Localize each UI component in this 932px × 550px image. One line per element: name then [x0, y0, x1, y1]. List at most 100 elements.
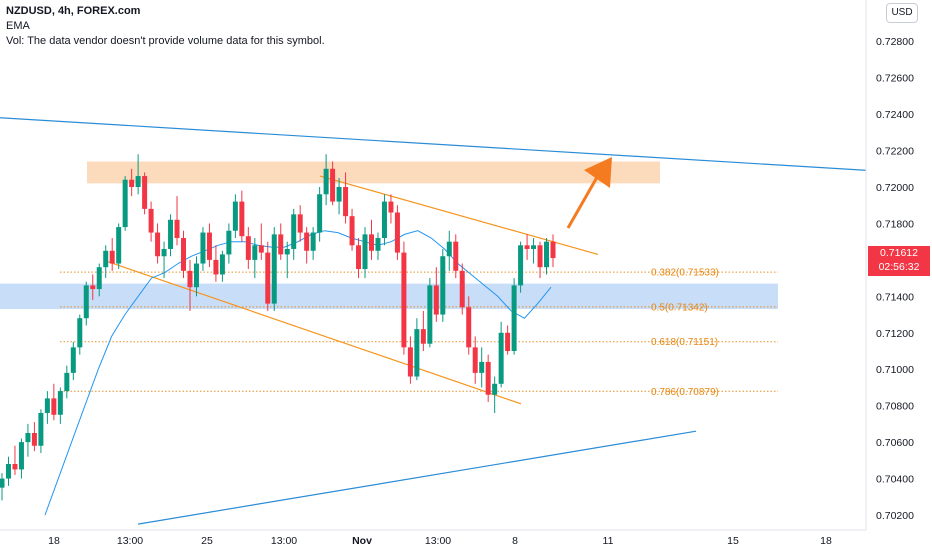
candle-body	[297, 214, 303, 233]
candle-body	[524, 245, 530, 249]
price-axis-tick: 0.70200	[876, 510, 914, 522]
candle-body	[278, 234, 284, 255]
time-axis-tick: 18	[820, 535, 832, 547]
price-axis-tick: 0.72400	[876, 109, 914, 121]
price-axis-tick: 0.71000	[876, 364, 914, 376]
candle-body	[161, 248, 167, 257]
candle-body	[109, 250, 115, 264]
price-axis-tick: 0.71800	[876, 218, 914, 230]
candle-body	[440, 256, 446, 315]
candle-body	[375, 238, 381, 251]
time-axis-tick: 18	[48, 535, 60, 547]
fib-level-label: 0.382(0.71533)	[651, 268, 719, 279]
ema-indicator-label[interactable]: EMA	[6, 20, 30, 32]
time-axis-tick: 13:00	[271, 535, 297, 547]
candle-body	[142, 176, 148, 209]
candle-body	[518, 245, 524, 286]
candle-body	[291, 214, 297, 249]
candle-body	[90, 285, 96, 290]
candle-body	[96, 267, 102, 290]
candle-body	[51, 398, 57, 415]
candle-body	[226, 230, 232, 255]
lower-trendline	[137, 430, 697, 525]
time-axis-tick: 15	[727, 535, 739, 547]
candle-body	[44, 398, 50, 413]
resistance-zone	[87, 161, 660, 184]
price-axis-tick: 0.71400	[876, 291, 914, 303]
candle-body	[252, 245, 258, 260]
price-axis-tick: 0.71200	[876, 328, 914, 340]
candle-body	[394, 212, 400, 253]
candle-body	[31, 433, 37, 446]
candle-body	[181, 238, 187, 271]
candle-body	[18, 442, 24, 470]
chart-legend: NZDUSD, 4h, FOREX.com EMA Vol: The data …	[6, 4, 325, 49]
volume-indicator-label[interactable]: Vol: The data vendor doesn't provide vol…	[6, 35, 325, 47]
candle-body	[187, 270, 193, 288]
candle-body	[388, 201, 394, 213]
candle-body	[485, 361, 491, 395]
candle-body	[511, 285, 517, 351]
candle-body	[213, 259, 219, 275]
candle-body	[0, 478, 5, 488]
candle-body	[531, 245, 537, 249]
candle-body	[446, 241, 452, 257]
currency-button[interactable]: USD	[886, 3, 918, 23]
fib-level-label: 0.5(0.71342)	[651, 302, 708, 313]
candle-body	[70, 347, 76, 373]
projection-arrow-shaft	[566, 171, 602, 229]
candle-body	[129, 179, 135, 187]
candle-body	[271, 234, 277, 304]
candle-body	[5, 463, 11, 479]
candle-body	[381, 201, 387, 239]
time-axis-tick: 13:00	[425, 535, 451, 547]
candle-body	[505, 332, 511, 351]
price-axis-tick: 0.72800	[876, 36, 914, 48]
bar-countdown: 02:56:32	[878, 261, 920, 274]
price-axis-tick: 0.72200	[876, 146, 914, 158]
candle-body	[25, 433, 31, 443]
candle-body	[466, 307, 472, 348]
channel-lower-line	[107, 261, 522, 405]
ema-line	[44, 230, 552, 516]
candle-body	[155, 232, 161, 257]
candle-body	[472, 347, 478, 373]
candle-body	[122, 179, 128, 228]
candle-body	[356, 245, 362, 269]
candle-body	[12, 463, 18, 470]
candle-body	[258, 245, 264, 253]
price-axis-tick: 0.70600	[876, 437, 914, 449]
candle-body	[368, 234, 374, 251]
candle-body	[407, 347, 413, 377]
candle-body	[479, 361, 485, 373]
candle-body	[310, 232, 316, 251]
candle-body	[349, 216, 355, 246]
candle-body	[193, 263, 199, 288]
candle-body	[323, 168, 329, 195]
candle-body	[401, 252, 407, 348]
candle-body	[330, 168, 336, 202]
candle-body	[168, 219, 174, 249]
candle-body	[148, 208, 154, 233]
candle-body	[57, 391, 63, 415]
candle-body	[343, 187, 349, 217]
candle-body	[284, 248, 290, 255]
candle-body	[453, 241, 459, 271]
candle-body	[64, 372, 70, 392]
candle-body	[232, 201, 238, 231]
time-axis-tick: Nov	[352, 535, 372, 547]
candle-body	[265, 252, 271, 304]
price-axis-tick: 0.70400	[876, 474, 914, 486]
candle-body	[550, 241, 556, 259]
fib-level-label: 0.786(0.70879)	[651, 387, 719, 398]
candle-body	[116, 227, 122, 264]
candle-body	[492, 383, 498, 395]
candle-body	[83, 285, 89, 319]
support-zone	[0, 283, 778, 310]
candle-body	[544, 241, 550, 268]
price-axis-tick: 0.72000	[876, 182, 914, 194]
symbol-title[interactable]: NZDUSD, 4h, FOREX.com	[6, 5, 141, 17]
candle-body	[317, 194, 323, 233]
candle-body	[245, 236, 251, 260]
